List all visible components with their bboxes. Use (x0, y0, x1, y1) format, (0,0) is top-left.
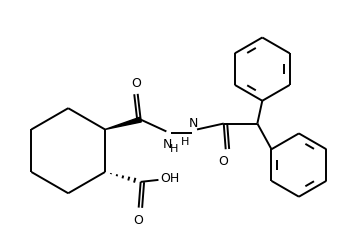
Text: O: O (134, 213, 144, 226)
Text: N: N (189, 117, 198, 130)
Polygon shape (105, 118, 141, 130)
Text: O: O (131, 77, 141, 89)
Text: H: H (181, 137, 189, 147)
Text: H: H (170, 144, 179, 154)
Text: OH: OH (160, 172, 180, 185)
Text: N: N (163, 138, 172, 151)
Text: O: O (218, 154, 228, 168)
